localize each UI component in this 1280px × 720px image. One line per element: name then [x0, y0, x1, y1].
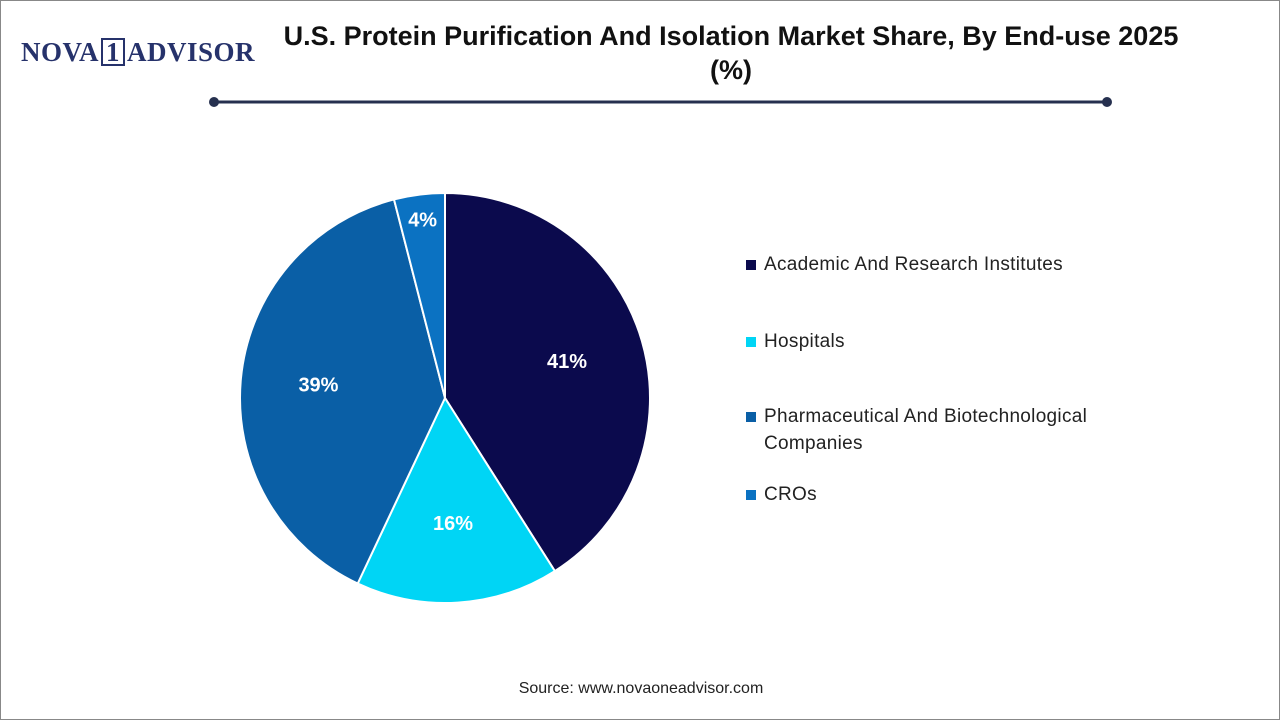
logo-mark: 1 [101, 38, 126, 66]
logo-text: ADVISOR [127, 37, 256, 67]
data-label: 41% [547, 351, 587, 373]
legend-label: Pharmaceutical And Biotechnological Comp… [764, 406, 1088, 454]
rule-dot [1102, 97, 1112, 107]
legend-item: Pharmaceutical And Biotechnological Comp… [746, 403, 1126, 457]
data-label: 16% [433, 513, 473, 535]
legend-label: Academic And Research Institutes [764, 254, 1063, 275]
pie-slice [444, 191, 651, 573]
chart-title: U.S. Protein Purification And Isolation … [283, 21, 1179, 85]
pie-slice [356, 395, 557, 604]
rule-dot [209, 97, 219, 107]
legend-label: CROs [764, 484, 817, 505]
data-label: 4% [408, 209, 437, 231]
pie-slice [239, 198, 447, 585]
logo-text: NOVA [21, 37, 100, 67]
logo: NOVA 1 ADVISOR [21, 37, 255, 68]
legend-item: Academic And Research Institutes [746, 251, 1063, 278]
data-label: 39% [298, 374, 338, 396]
source: Source: www.novaoneadvisor.com [518, 680, 764, 697]
legend-swatch [746, 260, 756, 270]
legend-item: Hospitals [746, 328, 845, 355]
legend-label: Hospitals [764, 331, 845, 352]
pie-slice [392, 191, 446, 399]
legend-item: CROs [746, 481, 817, 508]
legend-swatch [746, 337, 756, 347]
legend-swatch [746, 412, 756, 422]
legend-swatch [746, 490, 756, 500]
